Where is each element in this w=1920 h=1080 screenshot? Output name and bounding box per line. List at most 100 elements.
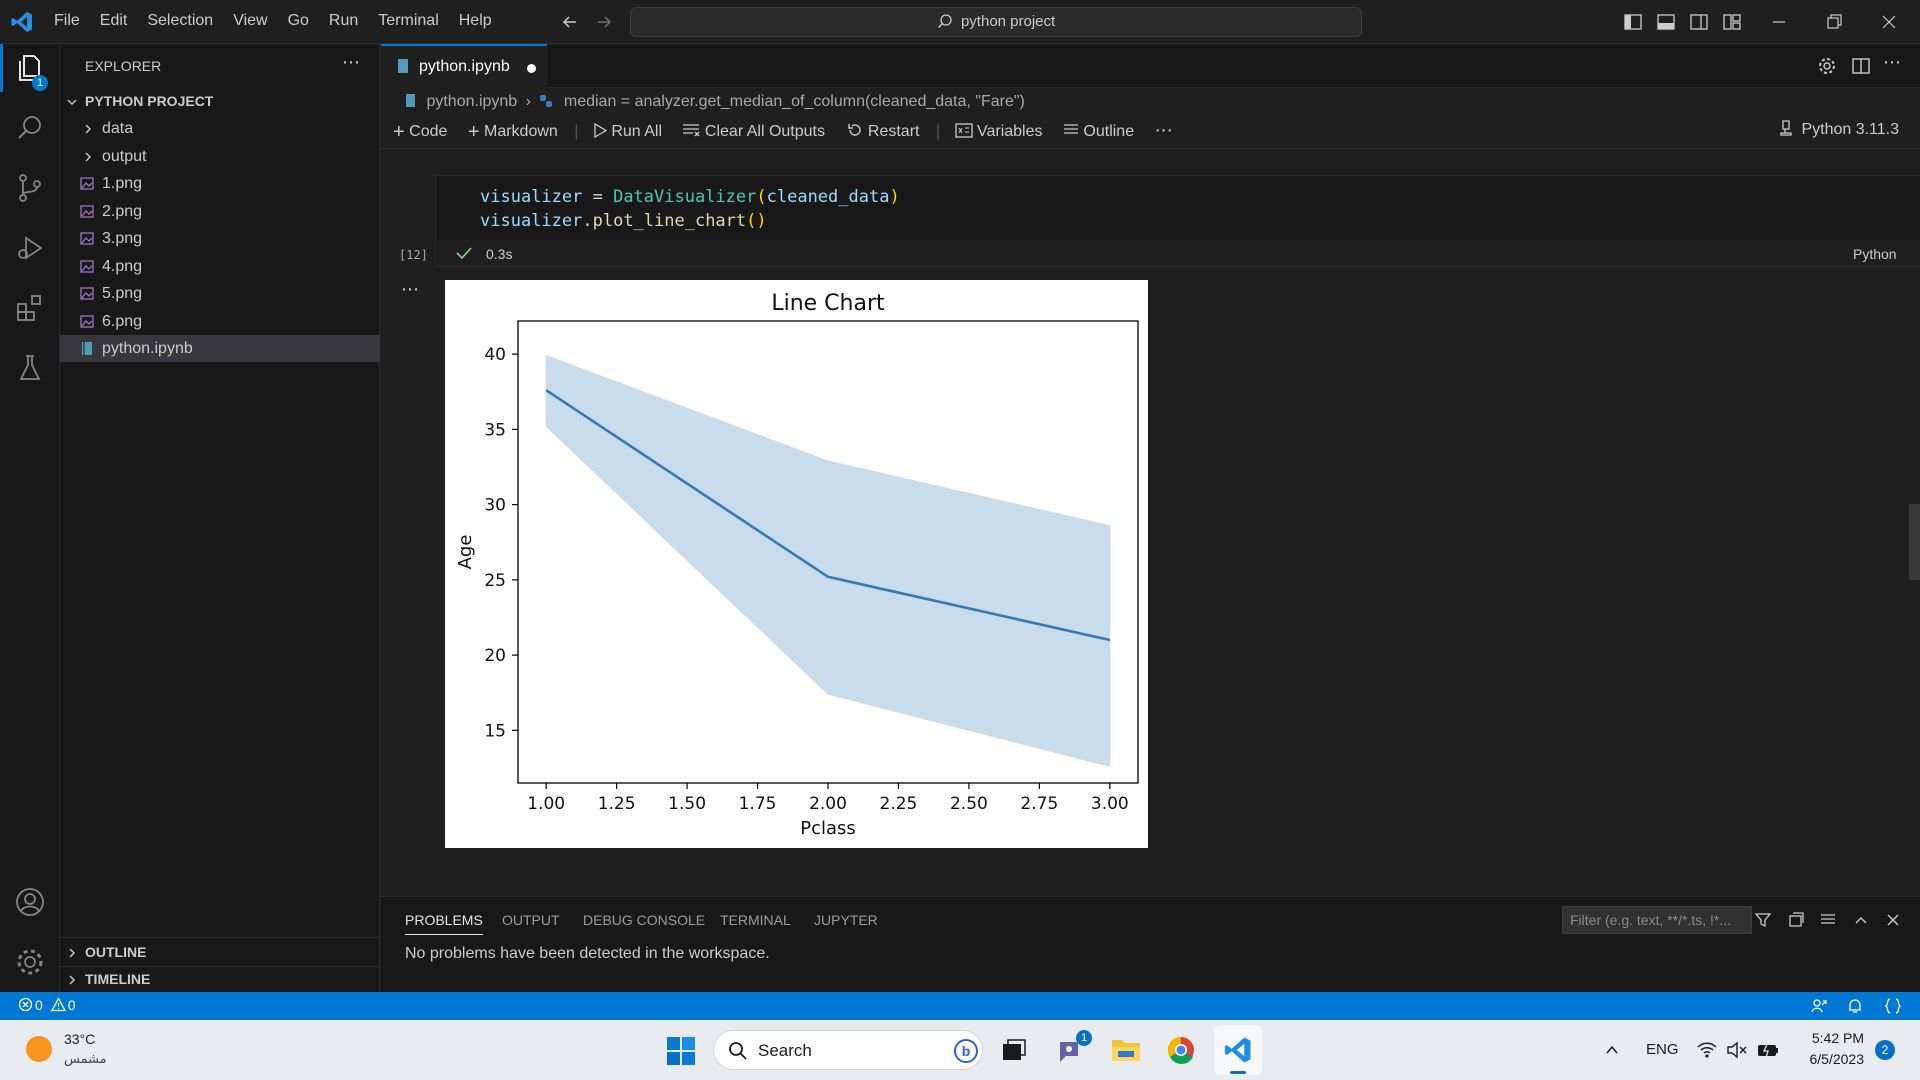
toggle-panel-icon[interactable] — [1657, 13, 1675, 31]
panel-tab-problems[interactable]: PROBLEMS — [405, 912, 483, 935]
windows-start-icon[interactable] — [666, 1036, 696, 1066]
account-icon[interactable] — [14, 886, 46, 918]
maximize-panel-icon[interactable] — [1852, 911, 1870, 929]
menu-edit[interactable]: Edit — [99, 12, 128, 29]
panel-tab-output[interactable]: OUTPUT — [502, 912, 560, 928]
breadcrumb-symbol[interactable]: median = analyzer.get_median_of_column(c… — [563, 93, 1025, 110]
settings-gear-icon[interactable] — [14, 946, 46, 978]
tree-file-2-png[interactable]: 2.png — [60, 198, 380, 225]
variables-button[interactable]: Variables — [954, 123, 1043, 140]
more-actions-icon[interactable]: ⋯ — [1883, 52, 1901, 72]
editor-scrollbar[interactable] — [1909, 504, 1920, 580]
problems-status[interactable]: 0 0 — [18, 997, 75, 1013]
view-as-list-icon[interactable] — [1819, 911, 1837, 929]
kernel-picker[interactable]: Python 3.11.3 — [1779, 120, 1899, 148]
unsaved-dot-icon[interactable] — [527, 64, 536, 73]
more-actions-icon[interactable]: ⋯ — [342, 52, 360, 72]
tree-folder-data[interactable]: data — [60, 115, 380, 142]
clock-time[interactable]: 5:42 PM — [1811, 1030, 1864, 1046]
filter-icon[interactable] — [1754, 911, 1772, 929]
close-window-icon[interactable] — [1880, 13, 1898, 31]
outline-section[interactable]: OUTLINE — [60, 939, 380, 966]
menu-view[interactable]: View — [233, 12, 268, 29]
tab-python-ipynb[interactable]: python.ipynb — [381, 44, 547, 88]
toggle-primary-sidebar-icon[interactable] — [1624, 13, 1642, 31]
panel-tab-debug-console[interactable]: DEBUG CONSOLE — [583, 912, 706, 928]
menu-terminal[interactable]: Terminal — [378, 12, 439, 29]
notifications-bell-icon[interactable] — [1846, 997, 1864, 1015]
source-control-icon[interactable] — [14, 172, 46, 204]
tree-file-3-png[interactable]: 3.png — [60, 225, 380, 252]
code-editor[interactable]: visualizer = DataVisualizer(cleaned_data… — [436, 176, 1920, 240]
wifi-icon[interactable] — [1696, 1040, 1718, 1060]
chrome-icon[interactable] — [1166, 1035, 1196, 1065]
x-tick-label: 1.25 — [598, 794, 636, 814]
tree-file-5-png[interactable]: 5.png — [60, 280, 380, 307]
minimize-icon[interactable] — [1770, 13, 1788, 31]
bing-icon[interactable]: b — [954, 1039, 978, 1063]
plus-icon: + — [393, 121, 405, 143]
clear-outputs-button[interactable]: Clear All Outputs — [682, 123, 825, 140]
more-actions-icon[interactable]: ⋯ — [1154, 120, 1173, 140]
tree-file-6-png[interactable]: 6.png — [60, 308, 380, 335]
clock-date[interactable]: 6/5/2023 — [1809, 1051, 1865, 1067]
tree-folder-output[interactable]: output — [60, 143, 380, 170]
sun-weather-icon[interactable] — [26, 1036, 52, 1062]
code-cell[interactable]: visualizer = DataVisualizer(cleaned_data… — [435, 175, 1920, 267]
input-language[interactable]: ENG — [1646, 1041, 1679, 1058]
battery-charging-icon[interactable] — [1756, 1040, 1780, 1060]
restore-icon[interactable] — [1825, 13, 1843, 31]
split-editor-icon[interactable] — [1851, 56, 1871, 76]
add-code-button[interactable]: + Code — [393, 121, 448, 143]
forward-arrow-icon[interactable] — [594, 12, 614, 32]
extensions-icon[interactable] — [14, 292, 46, 324]
cell-language[interactable]: Python — [1853, 246, 1897, 262]
search-view-icon[interactable] — [14, 112, 46, 144]
show-hidden-icons-chevron-icon[interactable] — [1604, 1042, 1620, 1058]
toggle-secondary-sidebar-icon[interactable] — [1690, 13, 1708, 31]
project-root[interactable]: PYTHON PROJECT — [60, 88, 380, 115]
chevron-right-icon — [69, 975, 75, 985]
tree-item-label: output — [102, 148, 147, 165]
run-debug-icon[interactable] — [14, 232, 46, 264]
explorer-icon[interactable] — [14, 52, 46, 84]
panel-tab-jupyter[interactable]: JUPYTER — [814, 912, 878, 928]
testing-flask-icon[interactable] — [14, 352, 46, 384]
outline-button[interactable]: Outline — [1063, 123, 1134, 140]
tree-file-python-ipynb[interactable]: python.ipynb — [60, 335, 380, 362]
add-markdown-button[interactable]: + Markdown — [467, 121, 558, 143]
teams-chat-icon[interactable] — [1056, 1036, 1086, 1066]
restart-button[interactable]: Restart — [847, 123, 919, 140]
menu-file[interactable]: File — [54, 12, 80, 29]
panel-tab-terminal[interactable]: TERMINAL — [720, 912, 791, 928]
tree-file-1-png[interactable]: 1.png — [60, 170, 380, 197]
collapse-all-icon[interactable] — [1787, 911, 1805, 929]
run-all-button[interactable]: Run All — [593, 122, 662, 140]
gear-icon[interactable] — [1817, 56, 1837, 76]
vscode-taskbar-button[interactable] — [1214, 1025, 1262, 1075]
restart-icon — [848, 124, 862, 136]
command-center[interactable]: python project — [630, 7, 1362, 37]
live-share-icon[interactable] — [1810, 997, 1828, 1015]
taskbar-search-box[interactable]: Search b — [713, 1030, 983, 1070]
menu-help[interactable]: Help — [458, 12, 492, 29]
problems-filter-input[interactable]: Filter (e.g. text, **/*.ts, !*... — [1562, 906, 1752, 934]
notification-center-badge[interactable]: 2 — [1875, 1040, 1895, 1060]
output-more-icon[interactable]: ⋯ — [401, 279, 419, 299]
breadcrumb-file[interactable]: python.ipynb — [426, 93, 518, 110]
menu-go[interactable]: Go — [287, 12, 309, 29]
customize-layout-icon[interactable] — [1723, 13, 1741, 31]
close-panel-icon[interactable] — [1884, 911, 1902, 929]
volume-muted-icon[interactable] — [1726, 1040, 1748, 1060]
menu-selection[interactable]: Selection — [147, 12, 214, 29]
tree-file-4-png[interactable]: 4.png — [60, 253, 380, 280]
menu-run[interactable]: Run — [328, 12, 359, 29]
task-view-icon[interactable] — [1000, 1036, 1028, 1064]
error-icon — [18, 997, 33, 1012]
weather-temperature[interactable]: 33°C — [64, 1031, 96, 1047]
feedback-braces-icon[interactable] — [1884, 997, 1902, 1015]
back-arrow-icon[interactable] — [560, 12, 580, 32]
file-explorer-icon[interactable] — [1110, 1036, 1142, 1064]
x-tick-label: 1.75 — [739, 794, 777, 814]
timeline-section[interactable]: TIMELINE — [60, 966, 380, 993]
